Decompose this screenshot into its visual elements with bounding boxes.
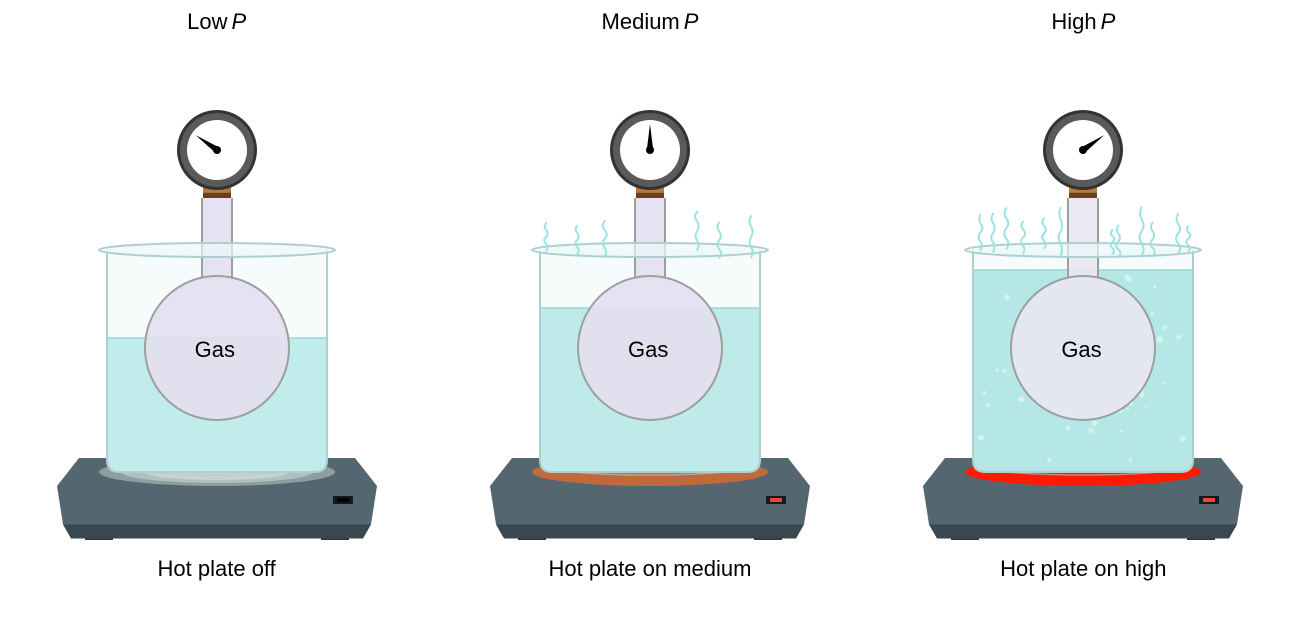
pressure-level-text: Low: [187, 9, 227, 35]
pressure-label: MediumP: [602, 8, 699, 36]
gauge-needle-pivot: [1079, 146, 1087, 154]
panel: LowP Gas Hot plate off: [17, 8, 417, 582]
hotplate-indicator-light: [1203, 498, 1215, 502]
hotplate-front: [57, 486, 377, 525]
hotplate-bevel: [63, 525, 371, 539]
pressure-gauge-icon: [610, 110, 690, 190]
gas-label: Gas: [628, 337, 668, 363]
hotplate-foot-left: [85, 539, 113, 541]
hotplate-caption: Hot plate on high: [1000, 556, 1166, 582]
bubble: [1162, 382, 1165, 385]
bubble: [986, 403, 990, 407]
cork-bottom: [1069, 193, 1097, 198]
steam-line: [979, 215, 983, 251]
bubble: [1005, 295, 1011, 301]
cork-bottom: [636, 193, 664, 198]
gauge-needle-pivot: [646, 146, 654, 154]
apparatus-scene: Gas: [470, 40, 830, 540]
bubble: [1003, 369, 1007, 373]
panel: HighP Gas Hot plate on high: [883, 8, 1283, 582]
bubble: [1127, 407, 1130, 410]
pressure-symbol: P: [684, 9, 699, 35]
cork-bottom: [203, 193, 231, 198]
pressure-symbol: P: [1101, 9, 1116, 35]
bubble: [1151, 312, 1154, 315]
flask: [1011, 186, 1155, 420]
bubble: [1092, 421, 1097, 426]
bubble: [1177, 335, 1182, 340]
apparatus-svg: [37, 40, 397, 540]
beaker-rim: [532, 243, 768, 257]
hotplate-foot-right: [1187, 539, 1215, 541]
pressure-label: LowP: [187, 8, 246, 36]
hotplate-foot-left: [951, 539, 979, 541]
flask: [145, 186, 289, 420]
panel: MediumP Gas Hot plate on medium: [450, 8, 850, 582]
hotplate-indicator-light: [337, 498, 349, 502]
hotplate-bevel: [496, 525, 804, 539]
beaker-rim: [965, 243, 1201, 257]
bubble: [1066, 426, 1071, 431]
bubble: [1047, 458, 1052, 463]
flask-neck-fill: [202, 198, 232, 280]
apparatus-scene: Gas: [37, 40, 397, 540]
bubble: [1129, 458, 1133, 462]
hotplate-caption: Hot plate off: [158, 556, 276, 582]
steam-line: [1004, 208, 1008, 249]
bubble: [1145, 406, 1148, 409]
hotplate-foot-right: [754, 539, 782, 541]
hotplate-foot-right: [321, 539, 349, 541]
hotplate-indicator-light: [770, 498, 782, 502]
gas-label: Gas: [1061, 337, 1101, 363]
flask: [578, 186, 722, 420]
bubble: [1089, 428, 1094, 433]
gauge-needle-pivot: [213, 146, 221, 154]
pressure-level-text: High: [1051, 9, 1096, 35]
bubble: [1126, 276, 1132, 282]
pressure-gauge-icon: [177, 110, 257, 190]
hotplate-front: [923, 486, 1243, 525]
beaker-rim: [99, 243, 335, 257]
flask-neck-fill: [635, 198, 665, 280]
apparatus-svg: [903, 40, 1263, 540]
apparatus-scene: Gas: [903, 40, 1263, 540]
gas-label: Gas: [195, 337, 235, 363]
bubble: [983, 391, 987, 395]
bubble: [1120, 429, 1123, 432]
bubble: [978, 435, 984, 441]
apparatus-svg: [470, 40, 830, 540]
bubble: [1019, 396, 1025, 402]
flask-neck-fill: [1068, 198, 1098, 280]
bubble: [996, 369, 999, 372]
hotplate-foot-left: [518, 539, 546, 541]
hotplate-bevel: [929, 525, 1237, 539]
pressure-gauge-icon: [1043, 110, 1123, 190]
bubble: [1157, 336, 1163, 342]
pressure-label: HighP: [1051, 8, 1115, 36]
pressure-symbol: P: [231, 9, 246, 35]
hotplate-caption: Hot plate on medium: [548, 556, 751, 582]
bubble: [1163, 325, 1167, 329]
pressure-level-text: Medium: [602, 9, 680, 35]
bubble: [1180, 436, 1186, 442]
bubble: [1153, 285, 1156, 288]
hotplate-front: [490, 486, 810, 525]
